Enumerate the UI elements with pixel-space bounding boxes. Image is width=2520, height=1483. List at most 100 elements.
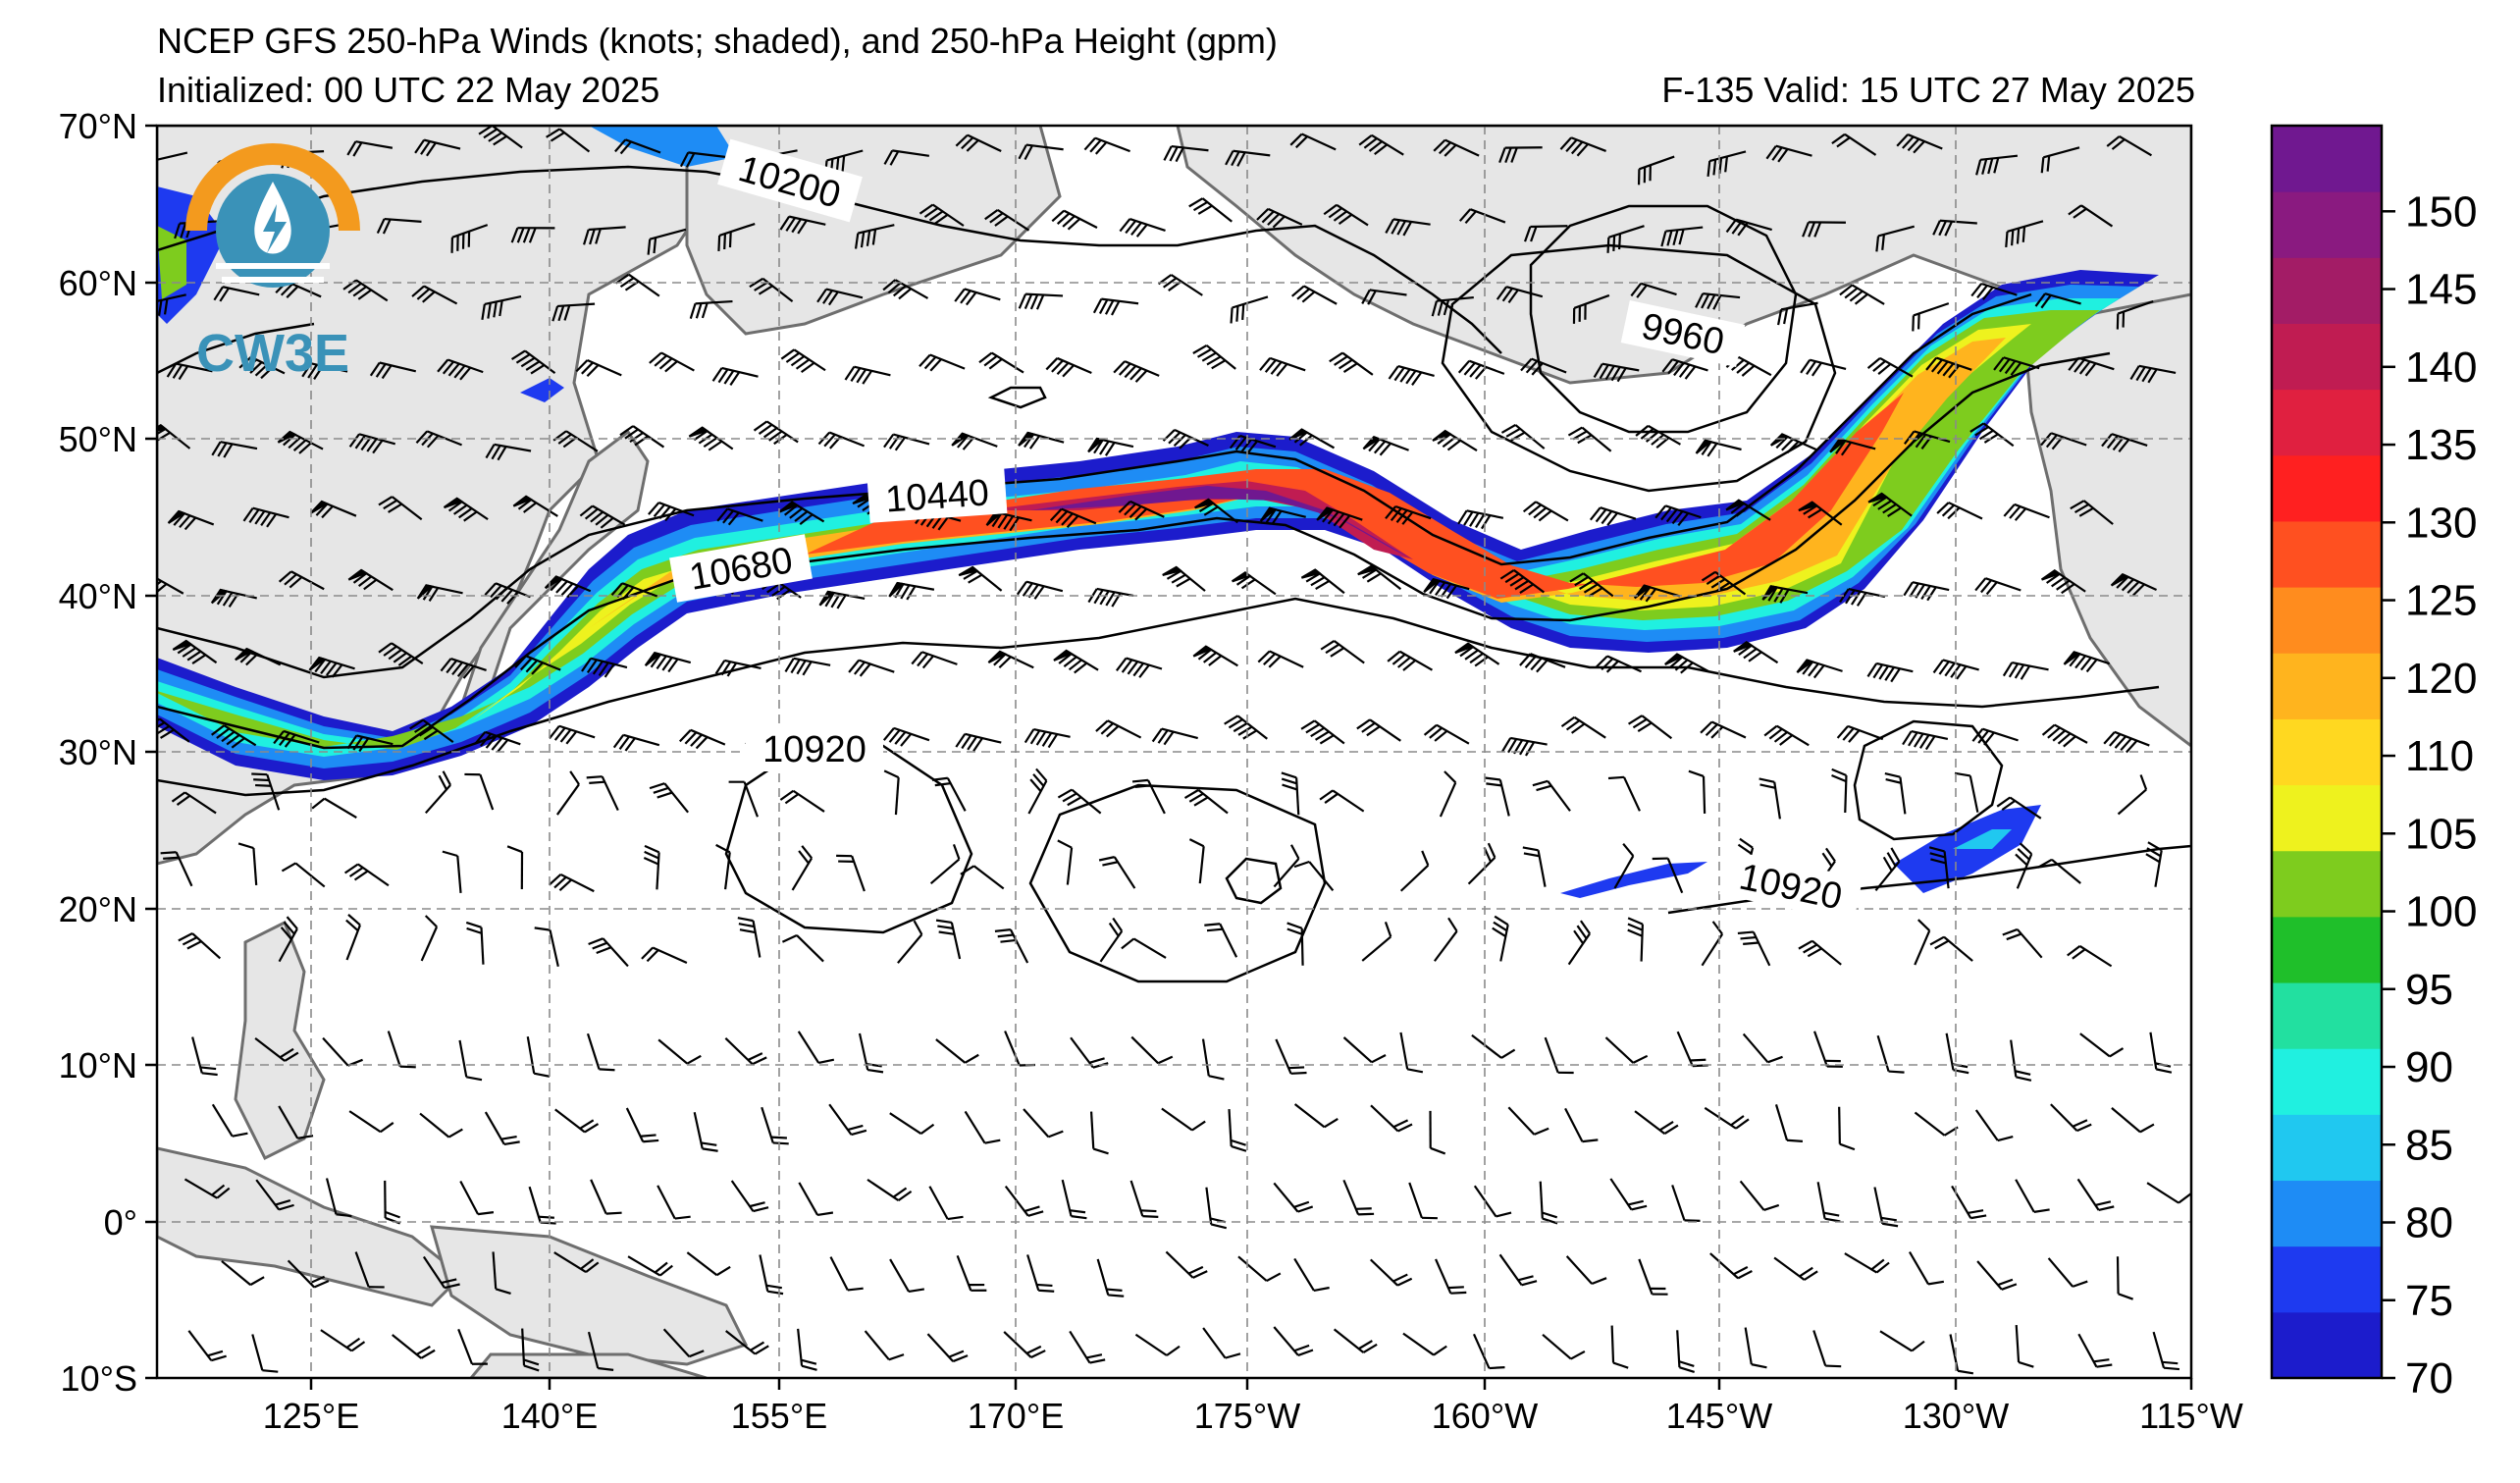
wind-barb	[678, 728, 726, 750]
wind-barb	[1293, 1103, 1339, 1129]
wind-barb	[187, 1330, 227, 1362]
wind-barb	[347, 568, 394, 592]
lon-label-175w: 175°W	[1194, 1396, 1300, 1436]
wind-barb	[1204, 923, 1238, 958]
wind-barb	[1671, 1185, 1701, 1223]
wind-barb	[1273, 1182, 1314, 1213]
wind-barb	[829, 1256, 864, 1292]
wind-barb	[1027, 768, 1048, 815]
wind-barb	[1288, 428, 1336, 450]
wind-barb	[730, 1180, 769, 1213]
wind-barb	[278, 570, 325, 591]
wind-barb	[2010, 1039, 2032, 1082]
wind-barb	[1098, 856, 1136, 889]
wind-barb	[1879, 1330, 1925, 1352]
wind-barb	[2067, 944, 2113, 968]
wind-barb	[1423, 577, 1470, 600]
wind-barb	[191, 1036, 218, 1077]
wind-barb	[484, 1111, 520, 1146]
wind-barb	[625, 1107, 659, 1143]
wind-barb	[1638, 1258, 1668, 1296]
wind-barb	[1544, 1036, 1574, 1075]
wind-barb	[662, 1328, 705, 1358]
wind-barb	[1836, 724, 1884, 743]
wind-barb	[425, 770, 451, 815]
wind-barb	[649, 351, 695, 373]
wind-barb	[657, 1038, 702, 1065]
colorbar-tick-label: 150	[2405, 187, 2477, 236]
wind-barb	[409, 718, 454, 743]
wind-barb	[251, 1334, 279, 1373]
wind-barb	[1259, 356, 1306, 377]
wind-barb	[310, 500, 357, 519]
wind-barb	[643, 844, 660, 890]
wind-barb	[1388, 364, 1435, 386]
wind-barb	[1695, 439, 1742, 457]
wind-barb	[157, 293, 186, 316]
wind-barb	[1932, 219, 1977, 237]
wind-barb	[1866, 356, 1914, 378]
wind-barb	[422, 1255, 460, 1290]
wind-barb	[1023, 1108, 1064, 1139]
wind-barb	[1630, 282, 1677, 298]
wind-barb	[348, 1110, 394, 1134]
wind-barb	[2145, 841, 2163, 887]
wind-barb	[1194, 498, 1238, 524]
wind-barb	[1522, 846, 1547, 887]
wind-barb	[1498, 1253, 1538, 1287]
wind-barb	[1709, 1252, 1753, 1280]
wind-barb	[836, 854, 866, 892]
colorbar-tick-label: 110	[2405, 732, 2474, 780]
colorbar-tick-label: 70	[2405, 1354, 2453, 1403]
wind-barb	[465, 921, 485, 965]
wind-barb	[1121, 937, 1167, 959]
wind-barb	[960, 865, 1005, 890]
wind-barb	[1654, 504, 1702, 527]
wind-barb	[1399, 1032, 1424, 1074]
wind-barb	[2129, 364, 2177, 384]
wind-barb	[1763, 724, 1810, 747]
initialized-time: Initialized: 00 UTC 22 May 2025	[157, 70, 660, 110]
wind-barb	[994, 928, 1029, 964]
colorbar-block	[2272, 587, 2382, 654]
wind-barb	[1026, 1254, 1055, 1293]
wind-barb	[1119, 218, 1166, 238]
wind-barb	[1975, 154, 2019, 176]
colorbar-tick-label: 120	[2405, 655, 2477, 703]
wind-barb	[2002, 661, 2049, 680]
wind-barb	[619, 425, 665, 449]
wind-barb	[1996, 796, 2042, 820]
wind-barb	[345, 914, 361, 961]
wind-barb	[1774, 1104, 1804, 1142]
wind-barb	[1800, 358, 1847, 377]
colorbar-block	[2272, 1114, 2382, 1182]
wind-barb	[1256, 207, 1303, 229]
wind-barb	[2103, 730, 2150, 754]
wind-barb	[1387, 650, 1434, 671]
wind-barb	[512, 495, 558, 517]
wind-barb	[2040, 569, 2086, 595]
wind-barb	[301, 362, 348, 380]
wind-barb	[544, 575, 592, 599]
wind-barb	[1188, 838, 1205, 884]
wind-barb	[211, 1103, 248, 1138]
wind-barb	[1652, 857, 1684, 894]
latitude-axis: 70°N 60°N 50°N 40°N 30°N 20°N 10°N 0° 10…	[59, 106, 157, 1399]
wind-barb	[1676, 1330, 1696, 1374]
colorbar-block	[2272, 454, 2382, 522]
wind-barb	[1333, 1328, 1378, 1353]
wind-barb	[854, 224, 895, 249]
wind-barb	[1259, 506, 1306, 525]
wind-barb	[1567, 920, 1591, 966]
wind-barb	[686, 1251, 731, 1277]
wind-barb	[648, 502, 695, 522]
wind-barb	[1429, 1110, 1446, 1155]
wind-barb	[1289, 132, 1337, 151]
wind-barb	[1993, 356, 2040, 376]
wind-barb	[2106, 135, 2153, 157]
wind-barb	[325, 1178, 352, 1218]
jet-patch-japan-sea	[520, 378, 564, 402]
wind-barb	[1969, 422, 2015, 448]
wind-barb	[1501, 736, 1548, 757]
